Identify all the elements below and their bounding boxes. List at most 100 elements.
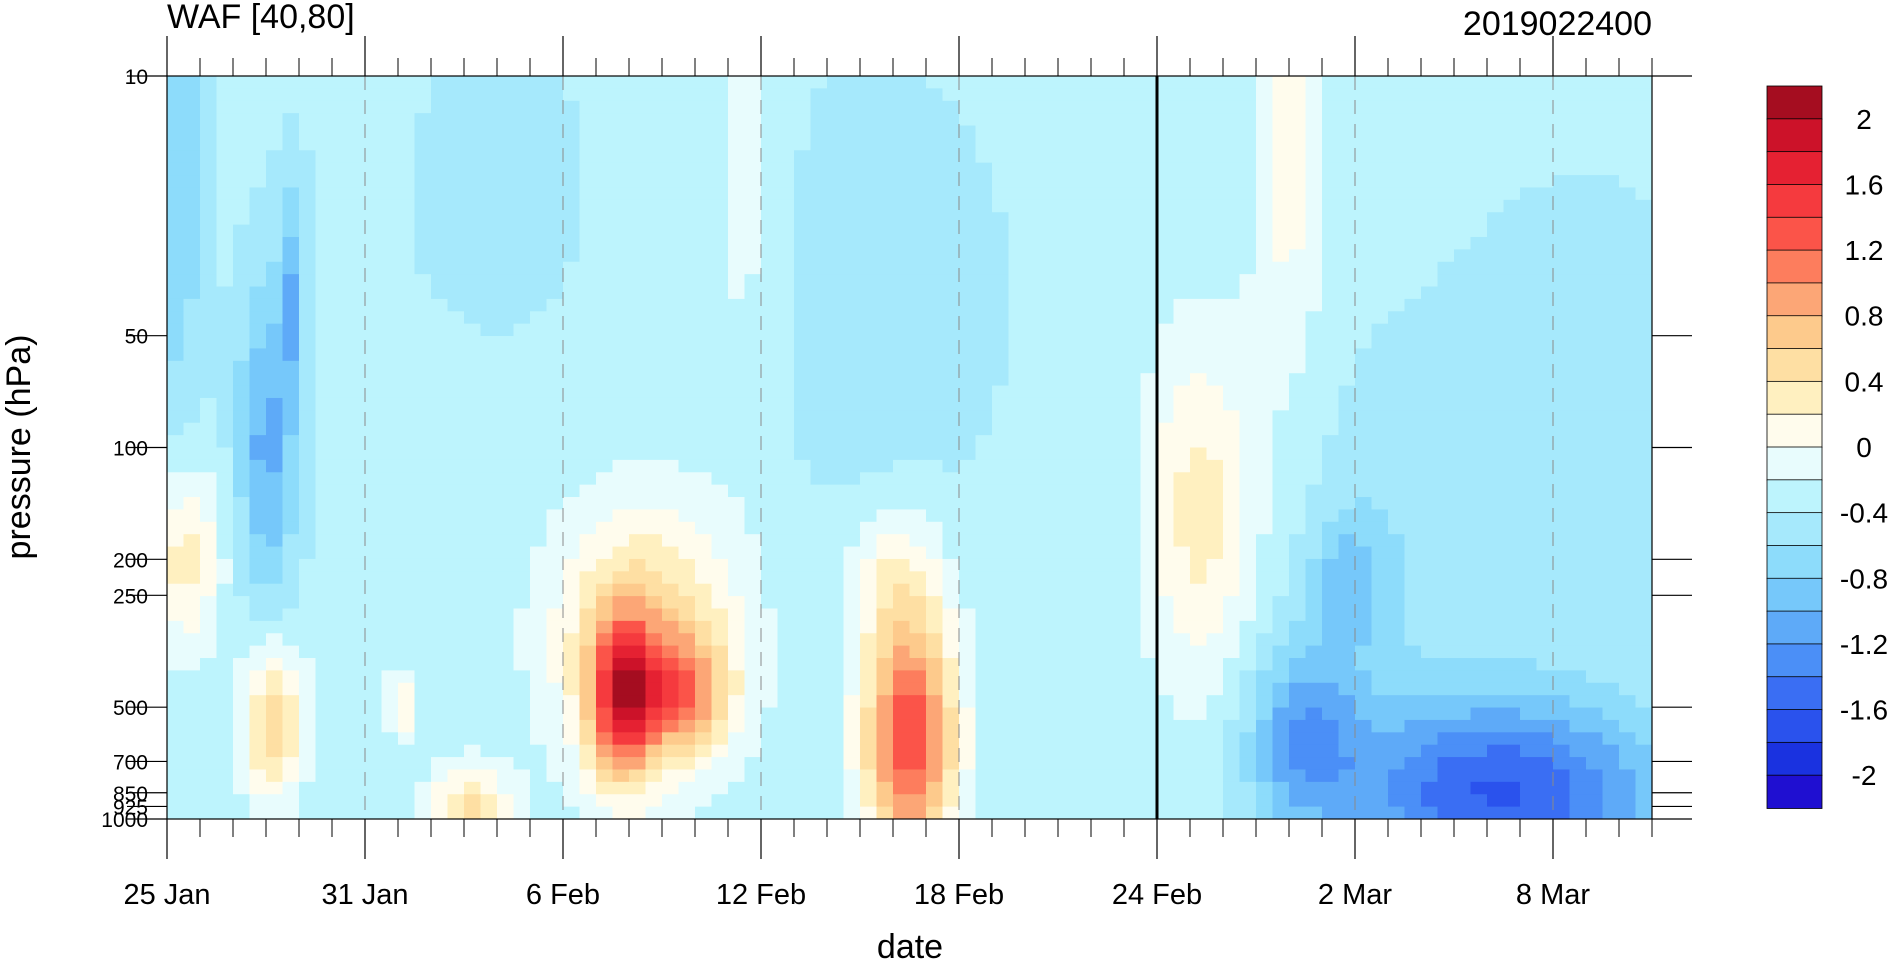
field-cell xyxy=(1173,137,1191,151)
field-cell xyxy=(1338,298,1356,312)
field-cell xyxy=(794,274,812,288)
field-cell xyxy=(1487,187,1505,201)
field-cell xyxy=(381,719,399,733)
field-cell xyxy=(431,336,449,350)
field-cell xyxy=(1041,397,1059,411)
field-cell xyxy=(1058,175,1076,189)
field-cell xyxy=(546,732,564,746)
field-cell xyxy=(860,88,878,102)
field-cell xyxy=(431,249,449,263)
field-cell xyxy=(530,274,548,288)
field-cell xyxy=(1355,521,1373,535)
field-cell xyxy=(1041,509,1059,523)
field-cell xyxy=(1338,707,1356,721)
field-cell xyxy=(546,670,564,684)
field-cell xyxy=(1305,546,1323,560)
field-cell xyxy=(398,224,416,238)
field-cell xyxy=(893,596,911,610)
field-cell xyxy=(266,472,284,486)
field-cell xyxy=(1355,224,1373,238)
field-cell xyxy=(645,558,663,572)
field-cell xyxy=(893,261,911,275)
field-cell xyxy=(612,658,630,671)
field-cell xyxy=(1437,385,1455,399)
field-cell xyxy=(909,645,927,659)
field-cell xyxy=(348,187,366,201)
field-cell xyxy=(1223,336,1241,350)
field-cell xyxy=(959,459,977,473)
field-cell xyxy=(1421,435,1439,449)
field-cell xyxy=(1008,88,1026,102)
field-cell xyxy=(926,608,944,622)
field-cell xyxy=(695,76,713,89)
field-cell xyxy=(1355,497,1373,511)
field-cell xyxy=(200,323,218,337)
field-cell xyxy=(1107,410,1125,424)
field-cell xyxy=(183,150,201,164)
field-cell xyxy=(926,596,944,610)
field-cell xyxy=(1404,497,1422,511)
field-cell xyxy=(1289,286,1307,300)
field-cell xyxy=(414,274,432,288)
field-cell xyxy=(1388,76,1406,89)
field-cell xyxy=(843,757,861,771)
field-cell xyxy=(1371,360,1389,374)
field-cell xyxy=(480,199,498,213)
field-cell xyxy=(744,88,762,102)
field-cell xyxy=(992,249,1010,263)
field-cell xyxy=(1520,484,1538,498)
field-cell xyxy=(744,707,762,721)
field-cell xyxy=(1223,261,1241,275)
field-cell xyxy=(497,769,515,783)
field-cell xyxy=(365,571,383,585)
field-cell xyxy=(1041,100,1059,114)
field-cell xyxy=(909,261,927,275)
field-cell xyxy=(447,212,465,226)
field-cell xyxy=(563,534,581,548)
field-cell xyxy=(513,658,531,671)
field-cell xyxy=(926,484,944,498)
field-cell xyxy=(1437,484,1455,498)
field-cell xyxy=(1124,707,1142,721)
field-cell xyxy=(843,707,861,721)
field-cell xyxy=(711,162,729,176)
field-cell xyxy=(332,695,350,709)
field-cell xyxy=(546,88,564,102)
field-cell xyxy=(959,199,977,213)
field-cell xyxy=(975,137,993,151)
field-cell xyxy=(447,484,465,498)
field-cell xyxy=(695,298,713,312)
field-cell xyxy=(579,175,597,189)
field-cell xyxy=(761,385,779,399)
field-cell xyxy=(909,274,927,288)
field-cell xyxy=(398,781,416,795)
field-cell xyxy=(1223,199,1241,213)
field-cell xyxy=(233,199,251,213)
field-cell xyxy=(728,658,746,671)
field-cell xyxy=(414,76,432,89)
field-cell xyxy=(1091,732,1109,746)
field-cell xyxy=(348,707,366,721)
field-cell xyxy=(1404,137,1422,151)
field-cell xyxy=(480,261,498,275)
field-cell xyxy=(860,509,878,523)
field-cell xyxy=(1058,385,1076,399)
field-cell xyxy=(1470,422,1488,436)
field-cell xyxy=(365,546,383,560)
field-cell xyxy=(513,534,531,548)
field-cell xyxy=(1140,447,1158,461)
field-cell xyxy=(1520,596,1538,610)
field-cell xyxy=(695,583,713,597)
field-cell xyxy=(1503,447,1521,461)
field-cell xyxy=(266,707,284,721)
field-cell xyxy=(183,113,201,127)
field-cell xyxy=(1074,212,1092,226)
field-cell xyxy=(810,608,828,622)
field-cell xyxy=(266,397,284,411)
field-cell xyxy=(464,806,482,819)
field-cell xyxy=(909,682,927,696)
field-cell xyxy=(1338,137,1356,151)
field-cell xyxy=(1470,261,1488,275)
field-cell xyxy=(332,435,350,449)
field-cell xyxy=(348,509,366,523)
